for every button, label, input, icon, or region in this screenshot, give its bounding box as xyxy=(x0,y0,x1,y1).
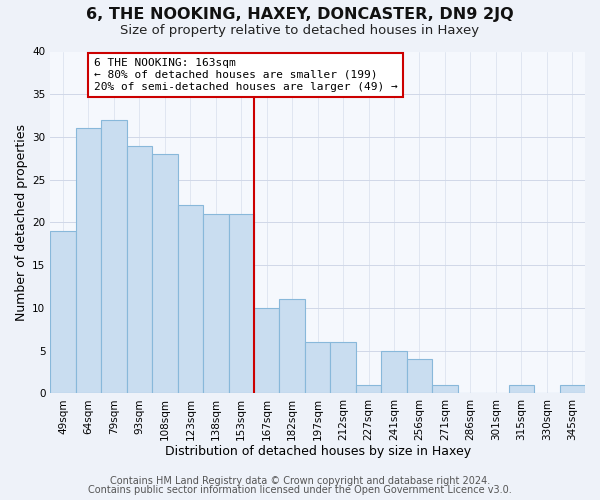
Bar xyxy=(127,146,152,394)
Text: 6 THE NOOKING: 163sqm
← 80% of detached houses are smaller (199)
20% of semi-det: 6 THE NOOKING: 163sqm ← 80% of detached … xyxy=(94,58,397,92)
Bar xyxy=(305,342,331,394)
Bar xyxy=(356,385,381,394)
Bar xyxy=(229,214,254,394)
Bar xyxy=(203,214,229,394)
Bar xyxy=(331,342,356,394)
Bar xyxy=(101,120,127,394)
Bar xyxy=(509,385,534,394)
Y-axis label: Number of detached properties: Number of detached properties xyxy=(15,124,28,321)
Bar xyxy=(560,385,585,394)
Bar xyxy=(76,128,101,394)
Text: 6, THE NOOKING, HAXEY, DONCASTER, DN9 2JQ: 6, THE NOOKING, HAXEY, DONCASTER, DN9 2J… xyxy=(86,8,514,22)
Bar xyxy=(280,300,305,394)
Bar xyxy=(381,350,407,394)
Bar xyxy=(152,154,178,394)
Text: Contains HM Land Registry data © Crown copyright and database right 2024.: Contains HM Land Registry data © Crown c… xyxy=(110,476,490,486)
Bar xyxy=(432,385,458,394)
Bar xyxy=(50,231,76,394)
Bar xyxy=(407,359,432,394)
Bar xyxy=(178,206,203,394)
Text: Contains public sector information licensed under the Open Government Licence v3: Contains public sector information licen… xyxy=(88,485,512,495)
Bar xyxy=(254,308,280,394)
X-axis label: Distribution of detached houses by size in Haxey: Distribution of detached houses by size … xyxy=(164,444,471,458)
Text: Size of property relative to detached houses in Haxey: Size of property relative to detached ho… xyxy=(121,24,479,37)
